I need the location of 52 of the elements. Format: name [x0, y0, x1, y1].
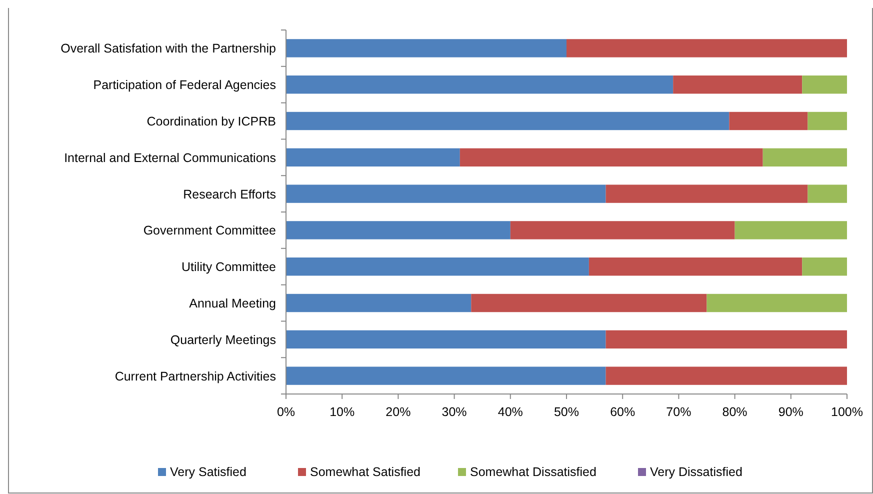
- bar: [286, 148, 460, 166]
- x-tick-label: 100%: [831, 405, 863, 419]
- legend-label: Somewhat Dissatisfied: [470, 465, 596, 479]
- bar: [729, 112, 808, 130]
- bar: [286, 258, 589, 276]
- bar: [606, 184, 808, 203]
- bar: [566, 39, 847, 58]
- y-tick-label: Research Efforts: [183, 187, 276, 202]
- bar: [286, 184, 606, 203]
- x-tick-label: 80%: [722, 405, 748, 419]
- bar: [286, 366, 606, 385]
- bar: [286, 330, 606, 348]
- legend-label: Very Satisfied: [170, 465, 246, 479]
- x-tick-label: 70%: [666, 405, 692, 419]
- x-tick-label: 0%: [276, 405, 296, 419]
- x-tick-label: 30%: [442, 405, 467, 419]
- bar: [286, 221, 510, 240]
- x-tick-label: 40%: [498, 405, 523, 419]
- bar: [734, 221, 847, 240]
- bar: [802, 258, 847, 276]
- bar: [510, 221, 735, 240]
- bar: [802, 76, 847, 94]
- bar: [808, 112, 847, 130]
- bar: [606, 330, 847, 348]
- y-tick-label: Quarterly Meetings: [170, 332, 276, 347]
- x-tick-label: 90%: [778, 405, 804, 419]
- bar: [808, 184, 847, 203]
- bar: [588, 258, 802, 276]
- y-tick-label: Participation of Federal Agencies: [93, 78, 276, 92]
- bar: [471, 294, 707, 312]
- x-tick-label: 60%: [610, 405, 636, 419]
- y-tick-label: Government Committee: [143, 224, 276, 238]
- bar: [460, 148, 763, 166]
- y-tick-label: Internal and External Communications: [64, 150, 276, 165]
- x-tick-label: 50%: [554, 405, 580, 419]
- bar: [286, 39, 566, 58]
- y-tick-label: Overall Satisfation with the Partnership: [60, 42, 276, 56]
- legend-label: Very Dissatisfied: [650, 465, 742, 479]
- bar: [286, 76, 674, 94]
- y-tick-label: Coordination by ICPRB: [146, 114, 276, 128]
- legend-label: Somewhat Satisfied: [310, 465, 421, 479]
- bar: [606, 366, 847, 385]
- y-tick-label: Annual Meeting: [189, 296, 276, 310]
- bar: [706, 294, 847, 312]
- bar: [673, 76, 802, 94]
- bar: [286, 294, 472, 312]
- y-tick-label: Utility Committee: [182, 260, 276, 274]
- y-tick-label: Current Partnership Activities: [114, 369, 276, 384]
- x-tick-label: 20%: [386, 405, 411, 419]
- bar: [286, 112, 730, 130]
- x-tick-label: 10%: [330, 405, 355, 419]
- bar: [762, 148, 847, 166]
